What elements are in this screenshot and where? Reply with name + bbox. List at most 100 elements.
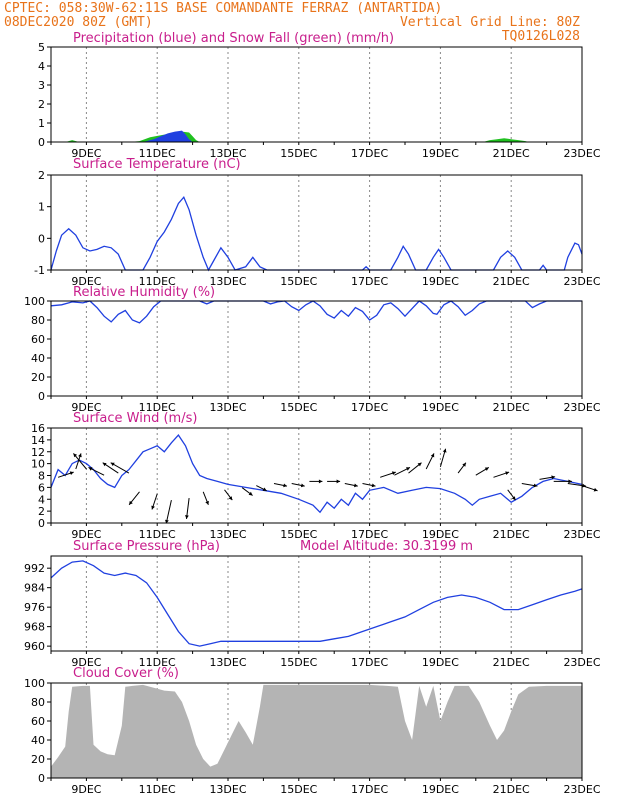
- wind-vector-head: [551, 475, 556, 480]
- rh-xtick-label: 15DEC: [280, 401, 317, 414]
- pressure-title: Surface Pressure (hPa): [73, 539, 220, 554]
- precip-title: Precipitation (blue) and Snow Fall (gree…: [73, 31, 394, 46]
- pressure-ytick-label: 968: [24, 621, 45, 634]
- wind-vector-head: [462, 462, 466, 467]
- wind-vector-head: [248, 491, 253, 496]
- rh-panel: Relative Humidity (%) 0 20 40 60 80 100 9DEC 11D…: [24, 285, 601, 414]
- wind-vector-head: [185, 515, 189, 519]
- wind-vector-head: [129, 500, 133, 505]
- cloud-xtick-label: 11DEC: [139, 783, 176, 796]
- wind-vector-head: [391, 471, 396, 475]
- cloud-xtick-label: 19DEC: [422, 783, 459, 796]
- pressure-ytick-label: 984: [24, 582, 45, 595]
- header-date: 08DEC2020 80Z (GMT): [4, 15, 153, 30]
- pressure-frame: [50, 555, 583, 652]
- wind-vector-head: [73, 453, 78, 458]
- wind-ytick-label: 16: [31, 422, 45, 435]
- wind-xtick-label: 9DEC: [71, 528, 101, 541]
- temp-frame: [50, 174, 583, 271]
- wind-vector-head: [88, 467, 93, 471]
- wind-vector-head: [78, 453, 82, 458]
- wind-vector-head: [69, 471, 74, 475]
- cloud-ytick-label: 0: [38, 772, 45, 785]
- precip-xtick-label: 23DEC: [563, 147, 600, 160]
- wind-vector-head: [582, 483, 586, 488]
- wind-xtick-label: 17DEC: [351, 528, 388, 541]
- cloud-ytick-label: 80: [31, 696, 45, 709]
- temp-xtick-label: 9DEC: [71, 275, 101, 288]
- precip-ytick-label: 0: [38, 136, 45, 149]
- pressure-xtick-label: 13DEC: [209, 656, 246, 669]
- precip-xtick-label: 15DEC: [280, 147, 317, 160]
- wind-vector-head: [484, 467, 489, 471]
- pressure-line: [50, 560, 583, 647]
- wind-xtick-label: 11DEC: [139, 528, 176, 541]
- pressure-xtick-label: 11DEC: [139, 656, 176, 669]
- wind-vector-head: [110, 462, 115, 467]
- rh-line: [50, 300, 582, 324]
- wind-vector-head: [228, 496, 233, 501]
- wind-vector: [165, 499, 172, 524]
- header-station: CPTEC: 058:30W-62:11S BASE COMANDANTE FE…: [4, 1, 442, 16]
- wind-vector-head: [371, 483, 376, 488]
- cloud-xtick-label: 17DEC: [351, 783, 388, 796]
- wind-xtick-label: 13DEC: [209, 528, 246, 541]
- precip-ytick-label: 5: [38, 41, 45, 54]
- cloud-ytick-label: 20: [31, 753, 45, 766]
- header-grid-line: Vertical Grid Line: 80Z: [400, 15, 580, 30]
- rh-ytick-label: 20: [31, 371, 45, 384]
- cloud-xtick-label: 13DEC: [209, 783, 246, 796]
- pressure-annotation: Model Altitude: 30.3199 m: [300, 539, 473, 554]
- temp-ytick-label: 2: [38, 169, 45, 182]
- wind-title: Surface Wind (m/s): [73, 411, 197, 426]
- precip-xtick-label: 19DEC: [422, 147, 459, 160]
- pressure-xtick-label: 15DEC: [280, 656, 317, 669]
- pressure-ytick-label: 960: [24, 640, 45, 653]
- pressure-xtick-label: 19DEC: [422, 656, 459, 669]
- wind-vector-head: [102, 462, 107, 467]
- pressure-ytick-label: 992: [24, 562, 45, 575]
- wind-xtick-label: 21DEC: [493, 528, 530, 541]
- precip-xtick-label: 13DEC: [209, 147, 246, 160]
- precip-frame: [50, 46, 583, 143]
- rh-ytick-label: 100: [24, 295, 45, 308]
- rh-xtick-label: 23DEC: [563, 401, 600, 414]
- temp-ytick-label: 0: [38, 232, 45, 245]
- temp-ytick-label: 1: [38, 201, 45, 214]
- wind-vector-head: [283, 483, 287, 488]
- pressure-xtick-label: 23DEC: [563, 656, 600, 669]
- wind-ytick-label: 10: [31, 458, 45, 471]
- wind-vector-head: [262, 487, 267, 491]
- rh-ytick-label: 40: [31, 352, 45, 365]
- rh-ytick-label: 80: [31, 314, 45, 327]
- temp-title: Surface Temperature (nC): [73, 157, 241, 172]
- precip-ytick-label: 3: [38, 79, 45, 92]
- precip-ytick-label: 4: [38, 60, 45, 73]
- cloud-frame: [50, 682, 583, 779]
- wind-xtick-label: 23DEC: [563, 528, 600, 541]
- temp-xtick-label: 15DEC: [280, 275, 317, 288]
- wind-xtick-label: 15DEC: [280, 528, 317, 541]
- temp-xtick-label: 23DEC: [563, 275, 600, 288]
- wind-ytick-label: 0: [38, 517, 45, 530]
- wind-ytick-label: 6: [38, 481, 45, 494]
- pressure-panel: Surface Pressure (hPa) Model Altitude: 30…: [24, 539, 601, 669]
- precip-panel: Precipitation (blue) and Snow Fall (gree…: [38, 31, 601, 160]
- wind-vector-head: [300, 483, 305, 488]
- wind-vector-head: [511, 496, 516, 501]
- precip-xtick-label: 11DEC: [139, 147, 176, 160]
- precipitation-area: [143, 130, 193, 142]
- rh-frame: [50, 300, 583, 397]
- wind-vector-head: [417, 462, 422, 467]
- precip-xtick-label: 17DEC: [351, 147, 388, 160]
- cloud-title: Cloud Cover (%): [73, 666, 179, 681]
- temp-line: [50, 195, 583, 272]
- wind-vector-head: [205, 500, 209, 505]
- wind-vector-head: [442, 448, 447, 453]
- wind-vector-head: [318, 479, 323, 484]
- temp-xtick-label: 19DEC: [422, 275, 459, 288]
- precip-ytick-label: 2: [38, 98, 45, 111]
- snowfall-area: [65, 131, 529, 142]
- rh-xtick-label: 17DEC: [351, 401, 388, 414]
- rh-xtick-label: 13DEC: [209, 401, 246, 414]
